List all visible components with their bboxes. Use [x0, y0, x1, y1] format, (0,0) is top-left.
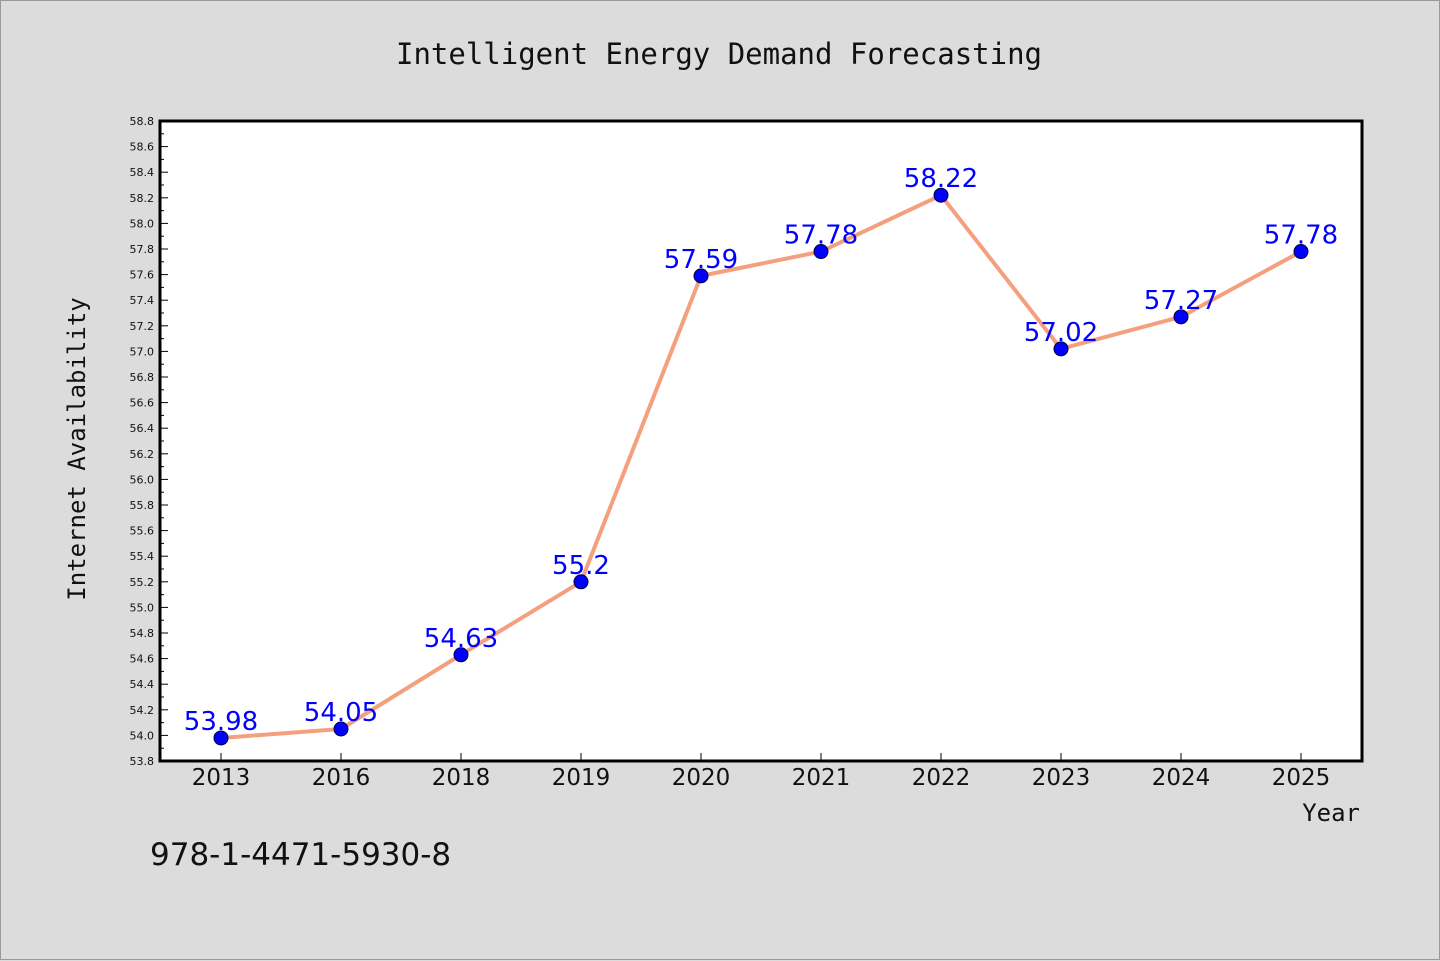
y-axis-title: Internet Availability: [63, 297, 91, 600]
chart-title: Intelligent Energy Demand Forecasting: [396, 37, 1042, 71]
data-point: [813, 244, 829, 260]
footnote-isbn: 978-1-4471-5930-8: [150, 837, 451, 873]
data-point: [693, 268, 709, 284]
x-tick-label: 2020: [672, 765, 731, 791]
series-line: [219, 193, 1303, 740]
data-label: 57.02: [1024, 318, 1098, 348]
x-tick-label: 2019: [552, 765, 611, 791]
y-tick-label: 54.2: [130, 704, 155, 717]
data-point: [1053, 341, 1069, 357]
data-label: 58.22: [904, 164, 978, 194]
x-tick-label: 2016: [312, 765, 371, 791]
y-tick-label: 55.4: [130, 550, 155, 563]
data-label: 54.63: [424, 624, 498, 654]
y-tick-label: 57.4: [130, 294, 155, 307]
x-tick-label: 2018: [432, 765, 491, 791]
x-tick-label: 2024: [1152, 765, 1211, 791]
y-tick-label: 56.8: [130, 371, 155, 384]
y-tick-label: 58.4: [130, 166, 155, 179]
plot-frame: [158, 119, 1364, 763]
data-series: 53.98 54.05 54.63 55.2 57.59 57.78 58.22 57.02 5…: [184, 164, 1338, 746]
y-tick-label: 55.0: [130, 601, 155, 614]
x-tick-label: 2022: [912, 765, 971, 791]
x-tick-label: 2021: [792, 765, 851, 791]
y-tick-label: 54.6: [130, 653, 155, 666]
data-point: [573, 574, 589, 590]
y-tick-label: 54.8: [130, 627, 155, 640]
y-tick-label: 57.0: [130, 345, 155, 358]
data-point: [213, 730, 229, 746]
y-tick-label: 58.0: [130, 217, 155, 230]
y-tick-label: 55.2: [130, 576, 155, 589]
y-tick-label: 54.4: [130, 678, 155, 691]
y-tick-label: 56.6: [130, 397, 155, 410]
x-axis-title: Year: [1302, 799, 1360, 827]
data-point: [1293, 244, 1309, 260]
data-label: 55.2: [552, 551, 610, 581]
axis-ticks: 53.8 54.0 54.2 54.4 54.6 54.8 55.0 55.2 55.4 55.6…: [130, 115, 1331, 791]
data-point: [933, 187, 949, 203]
y-tick-label: 57.6: [130, 269, 155, 282]
data-point: [1173, 309, 1189, 325]
data-label: 54.05: [304, 698, 378, 728]
y-tick-label: 56.2: [130, 448, 155, 461]
data-label: 57.59: [664, 245, 738, 275]
y-tick-label: 54.0: [130, 729, 155, 742]
y-tick-label: 55.6: [130, 525, 155, 538]
y-tick-label: 58.8: [130, 115, 155, 128]
data-point: [453, 647, 469, 663]
y-tick-label: 56.4: [130, 422, 155, 435]
y-tick-label: 56.0: [130, 473, 155, 486]
x-tick-label: 2025: [1272, 765, 1331, 791]
data-point: [333, 721, 349, 737]
data-label: 53.98: [184, 707, 258, 737]
x-tick-label: 2013: [192, 765, 251, 791]
y-tick-label: 57.8: [130, 243, 155, 256]
y-tick-label: 53.8: [130, 755, 155, 768]
data-label: 57.27: [1144, 286, 1218, 316]
y-tick-label: 55.8: [130, 499, 155, 512]
y-tick-label: 57.2: [130, 320, 155, 333]
data-label: 57.78: [784, 221, 858, 251]
y-tick-label: 58.2: [130, 192, 155, 205]
y-tick-label: 58.6: [130, 141, 155, 154]
plot-area: [160, 121, 1362, 761]
data-label: 57.78: [1264, 221, 1338, 251]
x-tick-label: 2023: [1032, 765, 1091, 791]
